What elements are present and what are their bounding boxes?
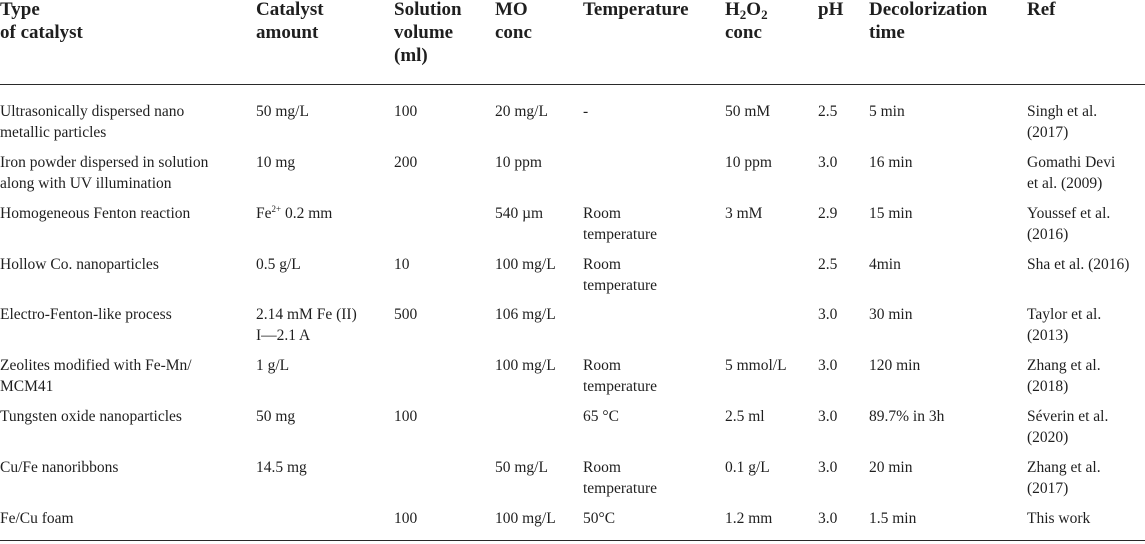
cell-temperature: - <box>583 103 589 120</box>
cell-amount: 50 mg <box>256 408 296 425</box>
cell-type: Homogeneous Fenton reaction <box>0 205 191 222</box>
cell-mo: 100 mg/L <box>495 510 556 527</box>
cell-h2o2: 1.2 mm <box>725 510 773 527</box>
cell-type: Iron powder dispersed in solution along … <box>0 154 209 192</box>
cell-time: 5 min <box>869 103 905 120</box>
cell-ph: 2.5 <box>818 103 838 120</box>
cell-time: 15 min <box>869 205 913 222</box>
cell-volume: 500 <box>394 306 418 323</box>
cell-h2o2: 3 mM <box>725 205 763 222</box>
cell-type: Cu/Fe nanoribbons <box>0 459 119 476</box>
cell-h2o2: 50 mM <box>725 103 771 120</box>
cell-time: 89.7% in 3h <box>869 408 945 425</box>
cell-mo: 20 mg/L <box>495 103 548 120</box>
cell-mo: 50 mg/L <box>495 459 548 476</box>
cell-time: 16 min <box>869 154 913 171</box>
cell-ph: 3.0 <box>818 408 838 425</box>
cell-mo: 100 mg/L <box>495 256 556 273</box>
header-type: Type of catalyst <box>0 0 83 43</box>
cell-amount: Fe2+ 0.2 mm <box>256 204 333 223</box>
header-temperature: Temperature <box>583 0 689 20</box>
cell-ph: 3.0 <box>818 357 838 374</box>
header-time: Decolorization time <box>869 0 988 43</box>
cell-volume: 100 <box>394 103 418 120</box>
cell-ph: 3.0 <box>818 154 838 171</box>
cell-mo: 106 mg/L <box>495 306 556 323</box>
header-volume: Solution volume (ml) <box>394 0 462 66</box>
header-ref: Ref <box>1027 0 1056 20</box>
cell-type: Electro-Fenton-like process <box>0 306 172 323</box>
cell-time: 20 min <box>869 459 913 476</box>
cell-volume: 100 <box>394 510 418 527</box>
cell-type: Zeolites modified with Fe-Mn/ MCM41 <box>0 357 192 395</box>
cell-amount: 1 g/L <box>256 357 290 374</box>
cell-temperature: Room temperature <box>583 256 658 294</box>
cell-volume: 200 <box>394 154 418 171</box>
cell-time: 120 min <box>869 357 921 374</box>
cell-h2o2: 2.5 ml <box>725 408 765 425</box>
cell-volume: 100 <box>394 408 418 425</box>
cell-ref: Gomathi Devi et al. (2009) <box>1027 154 1116 192</box>
cell-h2o2: 0.1 g/L <box>725 459 770 476</box>
header-mo: MO conc <box>495 0 532 43</box>
cell-h2o2: 10 ppm <box>725 154 772 171</box>
cell-h2o2: 5 mmol/L <box>725 357 787 374</box>
header-amount: Catalyst amount <box>256 0 324 43</box>
cell-ref: Zhang et al. (2017) <box>1027 459 1101 497</box>
cell-ph: 3.0 <box>818 306 838 323</box>
cell-type: Hollow Co. nanoparticles <box>0 256 159 273</box>
cell-type: Fe/Cu foam <box>0 510 74 527</box>
cell-temperature: Room temperature <box>583 357 658 395</box>
cell-temperature: Room temperature <box>583 459 658 497</box>
table-header: Type of catalyst Catalyst amount Solutio… <box>0 0 1145 85</box>
header-h2o2: H2O2 conc <box>725 0 768 43</box>
cell-amount: 0.5 g/L <box>256 256 301 273</box>
cell-temperature: 65 °C <box>583 408 619 425</box>
cell-amount: 50 mg/L <box>256 103 309 120</box>
cell-temperature: Room temperature <box>583 205 658 243</box>
cell-ref: Taylor et al. (2013) <box>1027 306 1102 344</box>
cell-ph: 3.0 <box>818 510 838 527</box>
cell-amount: 10 mg <box>256 154 296 171</box>
cell-time: 1.5 min <box>869 510 917 527</box>
cell-volume: 10 <box>394 256 410 273</box>
cell-ref: This work <box>1027 510 1091 527</box>
cell-amount: 2.14 mM Fe (II) I—2.1 A <box>256 306 357 344</box>
header-ph: pH <box>818 0 844 20</box>
cell-ph: 3.0 <box>818 459 838 476</box>
cell-time: 4min <box>869 256 901 273</box>
cell-temperature: 50°C <box>583 510 616 527</box>
cell-mo: 10 ppm <box>495 154 542 171</box>
cell-ref: Sha et al. (2016) <box>1027 256 1130 273</box>
cell-ref: Séverin et al. (2020) <box>1027 408 1109 446</box>
cell-ref: Youssef et al. (2016) <box>1027 205 1111 243</box>
table-bottom-rule <box>0 540 1145 541</box>
cell-amount: 14.5 mg <box>256 459 307 476</box>
cell-type: Tungsten oxide nanoparticles <box>0 408 182 425</box>
cell-ph: 2.9 <box>818 205 838 222</box>
cell-mo: 540 µm <box>495 205 544 222</box>
cell-type: Ultrasonically dispersed nano metallic p… <box>0 103 185 141</box>
cell-ph: 2.5 <box>818 256 838 273</box>
cell-time: 30 min <box>869 306 913 323</box>
cell-ref: Zhang et al. (2018) <box>1027 357 1101 395</box>
cell-ref: Singh et al. (2017) <box>1027 103 1098 141</box>
cell-mo: 100 mg/L <box>495 357 556 374</box>
